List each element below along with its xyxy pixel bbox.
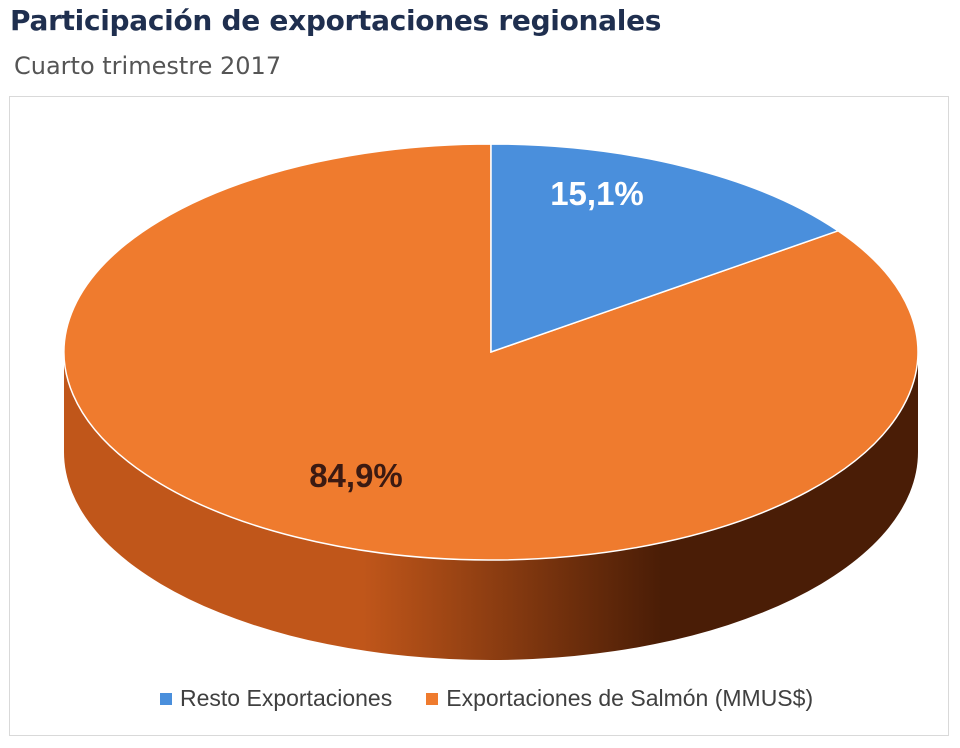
legend-swatch-resto	[160, 692, 172, 705]
legend-item-resto[interactable]: Resto Exportaciones	[160, 685, 392, 712]
legend-label-resto: Resto Exportaciones	[180, 685, 393, 711]
pie-chart: 15,1% 84,9%	[63, 143, 919, 660]
legend-item-salmon[interactable]: Exportaciones de Salmón (MMUS$)	[426, 685, 813, 712]
chart-area: 15,1% 84,9% Resto Exportaciones Exportac…	[9, 96, 949, 736]
pie-side-wall	[64, 352, 918, 660]
data-label-salmon: 84,9%	[309, 457, 403, 494]
data-label-resto: 15,1%	[550, 175, 644, 212]
chart-title: Participación de exportaciones regionale…	[10, 4, 662, 37]
legend-swatch-salmon	[426, 692, 439, 705]
chart-legend: Resto Exportaciones Exportaciones de Sal…	[160, 685, 813, 712]
chart-subtitle: Cuarto trimestre 2017	[14, 52, 282, 80]
pie-slice-resto[interactable]	[490, 143, 840, 354]
legend-label-salmon: Exportaciones de Salmón (MMUS$)	[446, 685, 814, 711]
